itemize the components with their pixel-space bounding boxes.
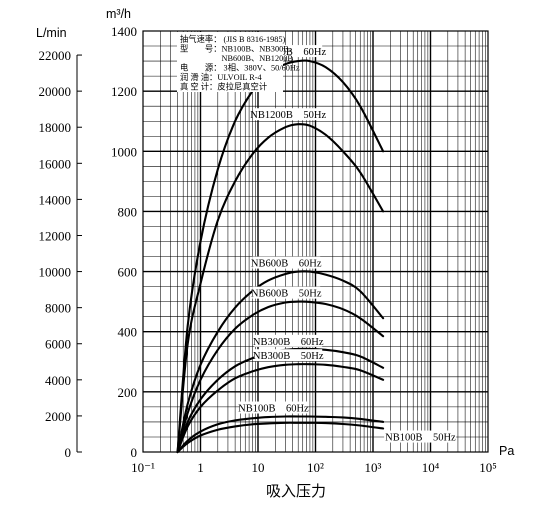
curve-label: NB300B 50Hz xyxy=(253,351,324,362)
curve-label-bg xyxy=(384,430,457,443)
curve-label: NB300B 60Hz xyxy=(253,337,324,348)
curve-label-bg xyxy=(254,349,323,362)
x-tick-label: 10² xyxy=(307,460,324,475)
legend-line: 润 滑 油：ULVOIL R-4 xyxy=(180,72,263,82)
series-line xyxy=(176,363,385,454)
curves xyxy=(176,59,385,454)
legend-line: 电 源： 3相、380V、50/60Hz xyxy=(180,63,300,73)
y-left-tick-label: 14000 xyxy=(39,192,72,207)
y-right-tick-label: 0 xyxy=(131,445,138,460)
x-tick-label: 10 xyxy=(252,460,265,475)
curve-label: NB600B 50Hz xyxy=(251,289,322,300)
legend-line: 抽气速率： (JIS B 8316-1985) xyxy=(180,34,286,44)
x-tick-label: 10⁵ xyxy=(479,460,497,475)
x-tick-label: 1 xyxy=(197,460,204,475)
curve-label-bg xyxy=(239,401,308,414)
curve-label: NB1200B 60Hz xyxy=(250,47,326,58)
y-left-tick-label: 10000 xyxy=(39,265,72,280)
legend: 抽气速率： (JIS B 8316-1985) 型 号：NB100B、NB300… xyxy=(180,34,300,92)
legend-line: NB600B、NB1200B xyxy=(180,54,293,63)
y-right-tick-label: 1200 xyxy=(111,84,137,99)
y-left-tick-label: 0 xyxy=(65,445,72,460)
x-tick-label: 10³ xyxy=(365,460,382,475)
y-left-tick-label: 4000 xyxy=(45,373,71,388)
curve-label-bg xyxy=(254,334,323,347)
series-line xyxy=(176,421,385,454)
curve-label: NB1200B 50Hz xyxy=(250,110,326,121)
curve-label: NB600B 60Hz xyxy=(251,259,322,270)
curve-label-bg xyxy=(254,108,323,121)
x-axis-title: 吸入压力 xyxy=(266,482,326,500)
x-tick-label: 10⁴ xyxy=(422,460,440,475)
y-right-tick-label: 1400 xyxy=(111,24,137,39)
series-line xyxy=(176,123,385,454)
y-left-tick-label: 16000 xyxy=(39,156,72,171)
y-right-tick-label: 1000 xyxy=(111,144,137,159)
legend-line: 型 号：NB100B、NB300B、 xyxy=(180,45,297,54)
legend-line: 真 空 计：皮拉尼真空计 xyxy=(180,82,267,92)
curve-label-bg xyxy=(252,286,321,299)
series-line xyxy=(176,270,385,454)
tick-labels: 0200400600800100012001400020004000600080… xyxy=(39,24,497,475)
y-left-unit: L/min xyxy=(36,26,67,40)
y-right-tick-label: 800 xyxy=(118,204,138,219)
curve-label: NB100B 60Hz xyxy=(238,404,309,415)
curve-label: NB100B 50Hz xyxy=(385,433,456,444)
y-left-tick-label: 12000 xyxy=(39,228,72,243)
curve-label-bg xyxy=(252,256,321,269)
y-right-tick-label: 400 xyxy=(118,325,138,340)
y-right-tick-label: 200 xyxy=(118,385,138,400)
legend-box xyxy=(177,32,283,92)
y-right-unit: m³/h xyxy=(106,7,131,21)
series-line xyxy=(176,415,385,454)
x-unit: Pa xyxy=(499,444,514,458)
series-line xyxy=(176,300,385,454)
x-tick-label: 10⁻¹ xyxy=(131,460,155,475)
y-left-tick-label: 22000 xyxy=(39,48,72,63)
grid xyxy=(142,30,489,453)
y-left-tick-label: 2000 xyxy=(45,409,71,424)
curve-labels: NB1200B 60Hz NB1200B 50Hz NB600B 60Hz NB600… xyxy=(238,45,457,444)
y-left-tick-label: 18000 xyxy=(39,120,72,135)
y-left-tick-label: 6000 xyxy=(45,337,71,352)
y-left-tick-label: 20000 xyxy=(39,84,72,99)
y-left-tick-label: 8000 xyxy=(45,301,71,316)
y-right-tick-label: 600 xyxy=(118,265,138,280)
